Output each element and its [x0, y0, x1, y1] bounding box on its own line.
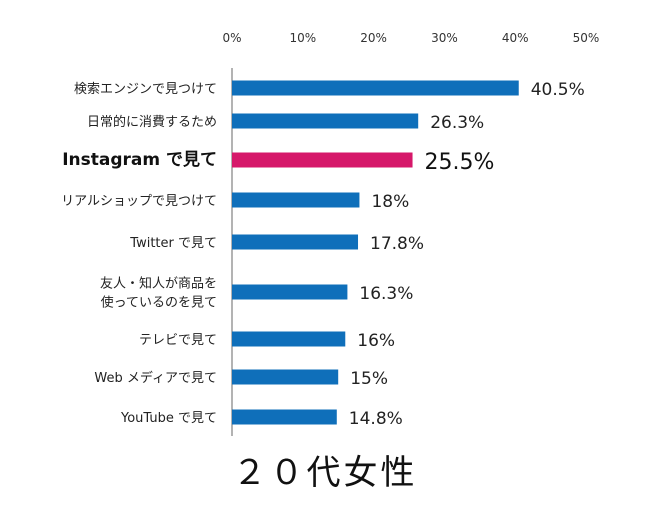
bar	[232, 80, 519, 96]
category-label: 友人・知人が商品を使っているのを見て	[100, 276, 217, 311]
bar	[232, 234, 359, 250]
x-tick-label: 30%	[431, 31, 458, 45]
x-tick-label: 40%	[502, 31, 529, 45]
bars	[232, 80, 519, 425]
value-label: 15%	[350, 369, 388, 389]
value-label: 26.3%	[430, 113, 484, 133]
x-tick-label: 0%	[222, 31, 241, 45]
value-label: 40.5%	[531, 80, 585, 100]
x-tick-label: 10%	[289, 31, 316, 45]
category-label: テレビで見て	[139, 333, 217, 348]
x-axis-ticks: 0% 10% 20% 30% 40% 50%	[222, 31, 599, 45]
value-label: 16%	[357, 331, 395, 351]
value-label: 25.5%	[425, 150, 495, 175]
x-tick-label: 50%	[573, 31, 600, 45]
bar	[232, 192, 360, 208]
category-label: Instagram で見て	[62, 150, 217, 170]
category-label: YouTube で見て	[120, 411, 217, 426]
bar	[232, 369, 339, 385]
category-label: Web メディアで見て	[94, 370, 217, 386]
x-tick-label: 20%	[360, 31, 387, 45]
category-label: リアルショップで見つけて	[61, 194, 217, 209]
value-label: 17.8%	[370, 234, 424, 254]
bar	[232, 409, 337, 425]
value-labels: 40.5% 26.3% 25.5% 18% 17.8% 16.3% 16% 15% 14.8%	[349, 80, 585, 429]
bar	[232, 113, 419, 129]
value-label: 16.3%	[359, 284, 413, 304]
value-label: 14.8%	[349, 409, 403, 429]
value-label: 18%	[371, 192, 409, 212]
bar	[232, 152, 413, 168]
chart-title: ２０代女性	[233, 453, 418, 493]
bar	[232, 331, 346, 347]
category-label: Twitter で見て	[129, 236, 217, 251]
category-label: 日常的に消費するため	[87, 114, 217, 130]
category-label: 検索エンジンで見つけて	[74, 82, 217, 97]
bar	[232, 284, 348, 300]
